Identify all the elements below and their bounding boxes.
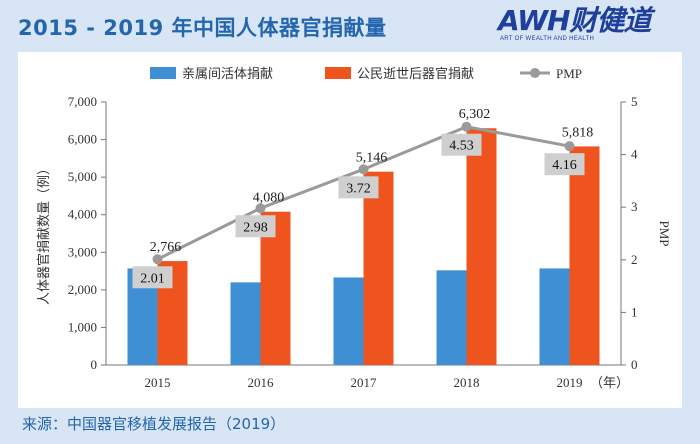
pmp-label-box — [132, 266, 173, 289]
bar-deceased-donation — [466, 128, 497, 365]
legend-label-deceased-donation: 公民逝世后器官捐献 — [357, 66, 474, 81]
pmp-point — [255, 203, 266, 214]
bar-value-label: 5,818 — [562, 125, 594, 140]
bar-value-label: 5,146 — [356, 151, 388, 166]
brand-name: AWH财健道 — [498, 4, 651, 37]
pmp-label-box — [338, 176, 379, 199]
chart-panel: 0 1,000 2,000 3,000 4,000 5,000 6,000 7,000 0 1 2 3… — [18, 52, 682, 408]
y-tick-label-left: 7,000 — [68, 94, 97, 109]
bar-living-donation — [333, 277, 364, 365]
pmp-point — [358, 164, 369, 175]
y-tick-label-right: 5 — [631, 94, 638, 109]
x-tick-label: 2015 — [145, 375, 171, 390]
y-tick-label-left: 2,000 — [68, 282, 97, 297]
y-tick-label-left: 3,000 — [68, 244, 97, 259]
pmp-label-box — [441, 133, 482, 156]
pmp-value-label: 4.53 — [449, 139, 474, 154]
legend-label-living-donation: 亲属间活体捐献 — [182, 66, 273, 81]
pmp-label-box — [235, 215, 276, 238]
legend-swatch-living-donation — [150, 67, 176, 79]
pmp-value-label: 2.98 — [243, 220, 268, 235]
chart: 0 1,000 2,000 3,000 4,000 5,000 6,000 7,000 0 1 2 3… — [36, 66, 672, 390]
bar-living-donation — [436, 270, 467, 365]
pmp-label-box — [544, 153, 585, 176]
y-tick-label-left: 5,000 — [68, 169, 97, 184]
bar-deceased-donation — [260, 211, 291, 365]
brand-subtitle: ART OF WEALTH AND HEALTH — [500, 36, 595, 42]
pmp-point — [564, 141, 575, 152]
pmp-point — [461, 121, 472, 132]
pmp-value-label: 3.72 — [346, 181, 371, 196]
y-tick-label-left: 4,000 — [68, 207, 97, 222]
x-tick-label: 2018 — [454, 375, 480, 390]
y-tick-label-right: 0 — [631, 357, 638, 372]
x-tick-label: 2019 — [557, 375, 583, 390]
bar-deceased-donation — [569, 146, 600, 365]
x-tick-label: 2016 — [248, 375, 275, 390]
y-tick-label-right: 3 — [631, 199, 638, 214]
y-axis-title-right: PMP — [657, 220, 672, 246]
pmp-value-label: 2.01 — [140, 271, 165, 286]
bar-deceased-donation — [363, 171, 394, 365]
pmp-point — [152, 254, 163, 265]
legend-label-pmp: PMP — [556, 66, 582, 81]
y-tick-label-left: 0 — [91, 357, 98, 372]
y-axis-title-left: 人体器官捐献数量（例） — [36, 162, 51, 305]
bar-value-label: 2,766 — [150, 240, 182, 255]
x-tick-label: 2017 — [351, 375, 378, 390]
legend-swatch-pmp-point — [530, 68, 540, 78]
bar-value-label: 6,302 — [459, 107, 491, 122]
source-note: 来源：中国器官移植发展报告（2019） — [22, 415, 286, 433]
y-tick-label-right: 1 — [631, 304, 638, 319]
y-tick-label-left: 6,000 — [68, 132, 97, 147]
bar-value-label: 4,080 — [253, 191, 285, 206]
brand-logo: AWH财健道 ART OF WEALTH AND HEALTH — [498, 4, 694, 52]
bar-living-donation — [230, 282, 261, 365]
y-tick-label-right: 4 — [631, 147, 638, 162]
bar-living-donation — [539, 268, 570, 365]
x-axis-unit-label: （年） — [590, 375, 629, 390]
legend-swatch-deceased-donation — [325, 67, 351, 79]
pmp-value-label: 4.16 — [552, 158, 577, 173]
y-tick-label-left: 1,000 — [68, 319, 97, 334]
page-title: 2015 - 2019 年中国人体器官捐献量 — [18, 16, 387, 40]
y-tick-label-right: 2 — [631, 252, 638, 267]
